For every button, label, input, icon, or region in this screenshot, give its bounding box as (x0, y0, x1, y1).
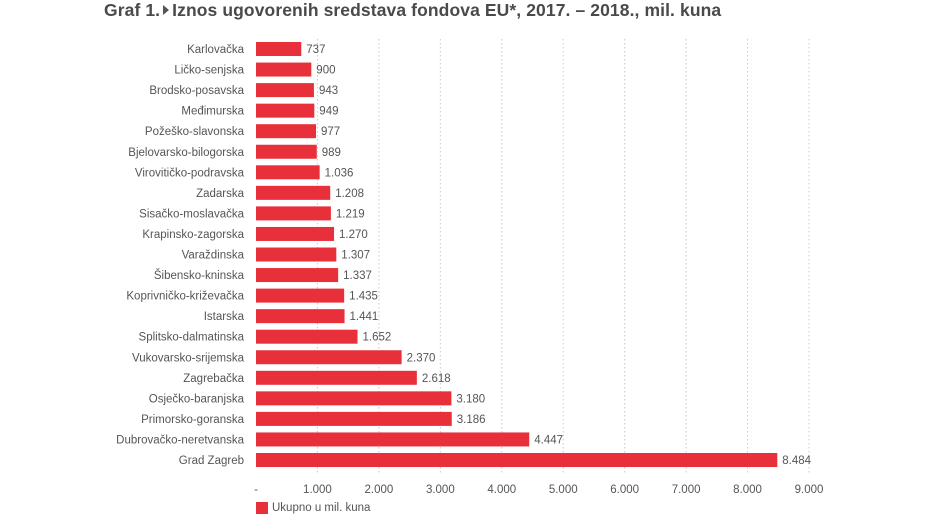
value-label: 1.441 (350, 311, 379, 323)
value-label: 1.307 (341, 250, 370, 262)
chart-title-text: Iznos ugovorenih sredstava fondova EU*, … (172, 0, 722, 20)
category-label: Dubrovačko-neretvanska (116, 434, 244, 446)
legend-label: Ukupno u mil. kuna (272, 502, 371, 514)
bar (256, 370, 417, 385)
category-label: Požeško-slavonska (145, 126, 245, 138)
bar (256, 309, 345, 324)
category-label: Karlovačka (187, 44, 244, 56)
category-label: Ličko-senjska (174, 65, 244, 77)
value-label: 949 (319, 106, 338, 118)
legend-swatch (256, 502, 268, 514)
value-label: 1.337 (343, 270, 372, 282)
bar (256, 165, 320, 180)
category-label: Međimurska (181, 106, 244, 118)
x-tick-label: 1.000 (303, 484, 332, 496)
category-label: Brodsko-posavska (149, 85, 244, 97)
bar (256, 226, 335, 241)
value-label: 3.180 (456, 393, 485, 405)
value-label: 8.484 (782, 455, 811, 467)
bar (256, 411, 452, 426)
value-label: 1.208 (335, 188, 364, 200)
category-label: Varaždinska (182, 250, 245, 262)
x-tick-label: 2.000 (364, 484, 393, 496)
bar (256, 83, 314, 98)
category-label: Grad Zagreb (179, 455, 244, 467)
value-label: 1.036 (325, 167, 354, 179)
category-label: Zadarska (196, 188, 245, 200)
caret-right-icon (163, 5, 170, 15)
x-tick-label: 3.000 (426, 484, 455, 496)
value-label: 943 (319, 85, 338, 97)
bar (256, 329, 358, 344)
bar (256, 124, 317, 139)
x-tick-label: 4.000 (487, 484, 516, 496)
value-label: 1.270 (339, 229, 368, 241)
bar (256, 42, 302, 56)
value-label: 2.618 (422, 373, 451, 385)
value-label: 1.435 (349, 291, 378, 303)
bar (256, 185, 331, 200)
value-label: 4.447 (534, 434, 563, 446)
bar (256, 453, 778, 467)
category-label: Koprivničko-križevačka (126, 291, 244, 303)
category-label: Virovitičko-podravska (135, 167, 245, 179)
category-label: Vukovarsko-srijemska (132, 352, 245, 364)
bar (256, 350, 402, 365)
category-label: Primorsko-goranska (141, 414, 244, 426)
category-label: Istarska (204, 311, 245, 323)
chart-legend: Ukupno u mil. kuna (256, 502, 370, 514)
x-tick-label: 7.000 (672, 484, 701, 496)
bar (256, 391, 452, 406)
bar (256, 247, 337, 262)
x-tick-label: - (254, 484, 258, 496)
value-label: 1.652 (363, 332, 392, 344)
category-label: Krapinsko-zagorska (142, 229, 244, 241)
category-label: Osječko-baranjska (149, 393, 245, 405)
category-label: Bjelovarsko-bilogorska (128, 147, 244, 159)
category-label: Sisačko-moslavačka (139, 208, 244, 220)
value-label: 737 (306, 44, 325, 56)
bar (256, 62, 312, 77)
category-label: Zagrebačka (183, 373, 244, 385)
value-label: 3.186 (457, 414, 486, 426)
value-label: 989 (322, 147, 341, 159)
category-label: Šibensko-kninska (154, 269, 245, 282)
bar (256, 206, 331, 221)
x-tick-label: 8.000 (733, 484, 762, 496)
value-label: 977 (321, 126, 340, 138)
value-label: 2.370 (407, 352, 436, 364)
bar (256, 268, 339, 283)
chart-title: Graf 1. Iznos ugovorenih sredstava fondov… (104, 0, 721, 21)
value-label: 1.219 (336, 208, 365, 220)
chart-title-prefix: Graf 1. (104, 0, 161, 20)
x-tick-label: 9.000 (795, 484, 824, 496)
x-tick-label: 6.000 (610, 484, 639, 496)
x-tick-label: 5.000 (549, 484, 578, 496)
bar (256, 432, 530, 447)
bar (256, 288, 345, 303)
category-label: Splitsko-dalmatinska (139, 332, 245, 344)
value-label: 900 (316, 65, 335, 77)
bar (256, 103, 315, 118)
bar (256, 144, 317, 159)
